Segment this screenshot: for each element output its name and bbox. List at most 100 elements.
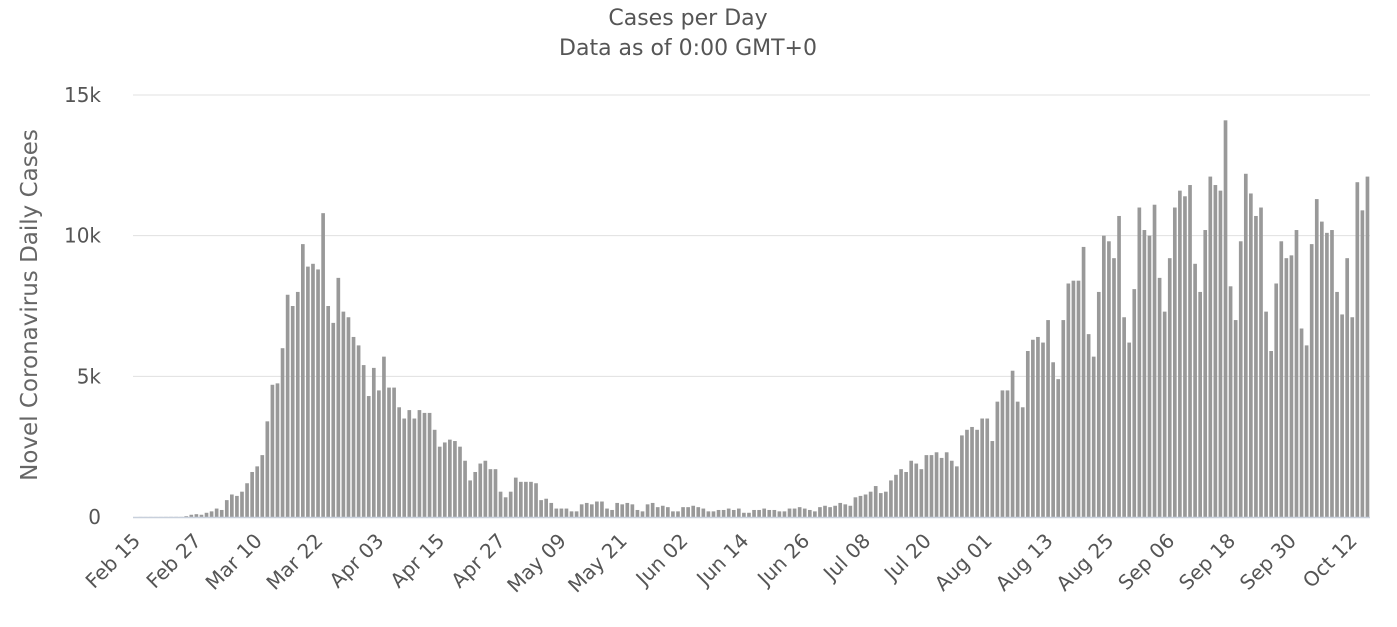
bar-day-65[interactable]: [463, 460, 467, 517]
bar-day-174[interactable]: [1015, 401, 1020, 517]
bar-day-56[interactable]: [417, 410, 422, 517]
bar-day-158[interactable]: [934, 452, 939, 517]
bar-day-190[interactable]: [1096, 291, 1101, 517]
bar-day-60[interactable]: [437, 446, 442, 517]
bar-day-214[interactable]: [1218, 190, 1223, 517]
bar-day-27[interactable]: [270, 384, 275, 517]
bar-day-237[interactable]: [1335, 291, 1339, 517]
bar-day-26[interactable]: [265, 421, 270, 517]
bar-day-63[interactable]: [453, 441, 457, 517]
bar-day-57[interactable]: [422, 412, 427, 517]
bar-day-222[interactable]: [1259, 207, 1263, 517]
bar-day-19[interactable]: [230, 494, 234, 517]
bar-day-75[interactable]: [513, 477, 518, 517]
bar-day-145[interactable]: [868, 491, 873, 517]
bar-day-155[interactable]: [919, 469, 924, 517]
bar-day-115[interactable]: [716, 509, 721, 517]
bar-day-107[interactable]: [676, 511, 680, 517]
bar-day-199[interactable]: [1142, 230, 1147, 518]
bar-day-13[interactable]: [199, 514, 204, 517]
bar-day-227[interactable]: [1284, 258, 1289, 517]
bar-day-46[interactable]: [366, 396, 371, 517]
bar-day-162[interactable]: [954, 466, 959, 517]
bar-day-224[interactable]: [1269, 351, 1273, 517]
bar-day-25[interactable]: [260, 455, 265, 517]
bar-day-73[interactable]: [503, 497, 508, 517]
bar-day-143[interactable]: [858, 495, 863, 517]
bar-day-175[interactable]: [1020, 407, 1025, 517]
bar-day-39[interactable]: [331, 322, 336, 517]
bar-day-183[interactable]: [1061, 320, 1066, 517]
bar-day-93[interactable]: [605, 508, 609, 517]
bar-day-142[interactable]: [853, 497, 858, 517]
bar-day-114[interactable]: [711, 511, 716, 517]
bar-day-91[interactable]: [595, 501, 599, 517]
bar-day-212[interactable]: [1208, 176, 1213, 517]
bar-day-126[interactable]: [772, 509, 777, 517]
bar-day-61[interactable]: [442, 442, 447, 517]
bar-day-21[interactable]: [240, 491, 244, 517]
bar-day-241[interactable]: [1355, 182, 1360, 517]
bar-day-202[interactable]: [1157, 277, 1162, 517]
bar-day-238[interactable]: [1340, 314, 1344, 517]
bar-day-17[interactable]: [219, 509, 224, 517]
bar-day-108[interactable]: [681, 507, 685, 517]
bar-day-66[interactable]: [468, 480, 472, 517]
bar-day-111[interactable]: [696, 507, 701, 517]
bar-day-156[interactable]: [924, 455, 929, 517]
bar-day-138[interactable]: [833, 505, 837, 517]
bar-day-178[interactable]: [1036, 336, 1040, 517]
bar-day-192[interactable]: [1107, 241, 1111, 518]
bar-day-135[interactable]: [818, 507, 822, 517]
bar-day-179[interactable]: [1041, 342, 1045, 517]
bar-day-117[interactable]: [726, 508, 731, 517]
bar-day-132[interactable]: [802, 508, 807, 517]
bar-day-230[interactable]: [1299, 328, 1304, 517]
bar-day-242[interactable]: [1360, 210, 1365, 517]
bar-day-170[interactable]: [995, 401, 1000, 517]
bar-day-100[interactable]: [640, 511, 645, 517]
bar-day-113[interactable]: [706, 511, 711, 517]
bar-day-226[interactable]: [1279, 241, 1284, 518]
bar-day-188[interactable]: [1086, 334, 1091, 517]
bar-day-110[interactable]: [691, 505, 696, 517]
bar-day-151[interactable]: [899, 469, 903, 517]
bar-day-77[interactable]: [524, 481, 528, 517]
bar-day-157[interactable]: [929, 455, 934, 517]
bar-day-223[interactable]: [1264, 311, 1268, 517]
bar-day-216[interactable]: [1228, 286, 1233, 517]
bar-day-48[interactable]: [377, 390, 381, 517]
bar-day-243[interactable]: [1365, 176, 1370, 517]
bar-day-141[interactable]: [848, 505, 853, 517]
bar-day-12[interactable]: [194, 514, 199, 517]
bar-day-116[interactable]: [721, 509, 726, 517]
bar-day-163[interactable]: [960, 435, 964, 517]
bar-day-59[interactable]: [432, 429, 437, 517]
bar-day-22[interactable]: [245, 483, 249, 517]
bar-day-82[interactable]: [549, 502, 554, 517]
bar-day-171[interactable]: [1000, 390, 1005, 517]
bar-day-186[interactable]: [1076, 280, 1081, 517]
bar-day-208[interactable]: [1188, 185, 1192, 517]
bar-day-220[interactable]: [1249, 193, 1253, 517]
bar-day-177[interactable]: [1031, 339, 1035, 517]
bar-day-68[interactable]: [478, 463, 483, 517]
bar-day-193[interactable]: [1112, 258, 1116, 517]
bar-day-128[interactable]: [782, 511, 787, 517]
bar-day-205[interactable]: [1172, 207, 1177, 517]
bar-day-98[interactable]: [630, 504, 635, 517]
bar-day-64[interactable]: [458, 446, 462, 517]
bar-day-14[interactable]: [204, 512, 209, 517]
bar-day-11[interactable]: [189, 514, 194, 517]
bar-day-154[interactable]: [914, 463, 919, 517]
bar-day-231[interactable]: [1304, 345, 1309, 517]
bar-day-219[interactable]: [1243, 173, 1248, 517]
bar-day-34[interactable]: [306, 266, 310, 517]
bar-day-81[interactable]: [544, 498, 549, 517]
bar-day-181[interactable]: [1051, 362, 1055, 517]
bar-day-195[interactable]: [1122, 317, 1126, 517]
bar-day-165[interactable]: [970, 426, 974, 517]
bar-day-228[interactable]: [1289, 255, 1294, 518]
bar-day-103[interactable]: [655, 507, 660, 517]
bar-day-167[interactable]: [980, 418, 985, 517]
